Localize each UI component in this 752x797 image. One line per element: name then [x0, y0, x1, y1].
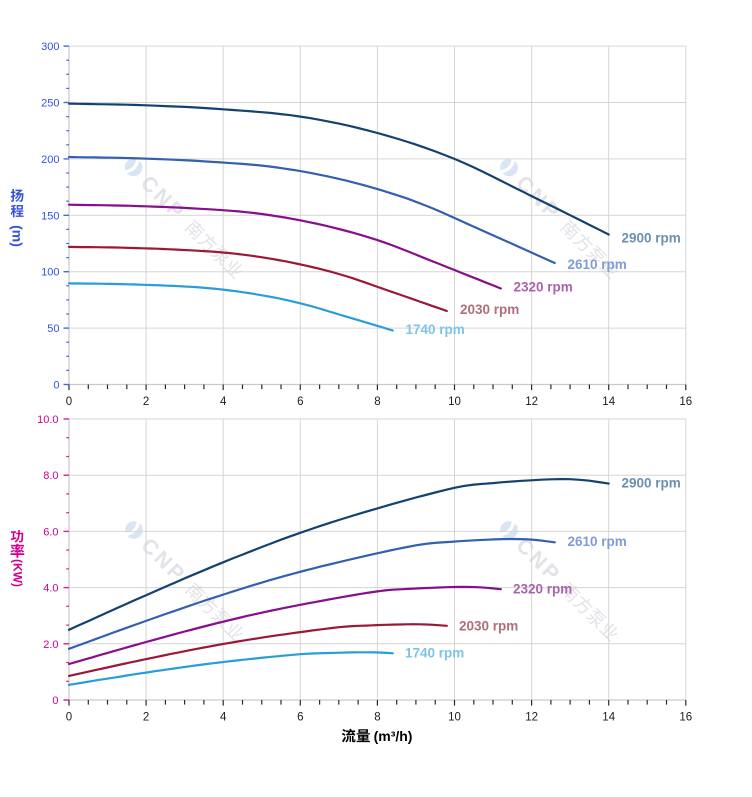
- svg-text:(KW): (KW): [11, 559, 25, 587]
- svg-text:0: 0: [52, 695, 58, 707]
- svg-text:2610 rpm: 2610 rpm: [568, 534, 627, 549]
- svg-text:10: 10: [448, 711, 461, 723]
- svg-text:200: 200: [41, 154, 59, 166]
- svg-text:16: 16: [679, 711, 692, 723]
- svg-text:100: 100: [41, 267, 59, 279]
- svg-text:10.0: 10.0: [37, 414, 58, 426]
- svg-text:4: 4: [220, 711, 227, 723]
- svg-text:300: 300: [41, 41, 59, 53]
- svg-text:12: 12: [525, 711, 538, 723]
- svg-text:50: 50: [47, 323, 59, 335]
- svg-text:2900 rpm: 2900 rpm: [622, 476, 681, 491]
- svg-text:14: 14: [602, 396, 615, 408]
- svg-text:2: 2: [143, 396, 149, 408]
- svg-text:8: 8: [374, 396, 380, 408]
- svg-text:4.0: 4.0: [43, 583, 58, 595]
- svg-text:1740 rpm: 1740 rpm: [405, 645, 464, 660]
- svg-text:(m³/h): (m³/h): [374, 728, 413, 744]
- svg-text:150: 150: [41, 210, 59, 222]
- svg-text:2900 rpm: 2900 rpm: [622, 230, 681, 245]
- svg-text:2610 rpm: 2610 rpm: [568, 257, 627, 272]
- svg-text:6: 6: [297, 711, 303, 723]
- svg-text:(m): (m): [10, 225, 26, 247]
- svg-text:14: 14: [602, 711, 615, 723]
- svg-text:0: 0: [66, 711, 72, 723]
- svg-text:1740 rpm: 1740 rpm: [406, 322, 465, 337]
- svg-text:2320 rpm: 2320 rpm: [513, 581, 572, 596]
- svg-text:8.0: 8.0: [43, 470, 58, 482]
- svg-text:2.0: 2.0: [43, 639, 58, 651]
- svg-text:250: 250: [41, 98, 59, 110]
- svg-text:2320 rpm: 2320 rpm: [514, 280, 573, 295]
- svg-text:8: 8: [374, 711, 380, 723]
- svg-text:2: 2: [143, 711, 149, 723]
- svg-text:6: 6: [297, 396, 303, 408]
- svg-text:2030 rpm: 2030 rpm: [460, 302, 519, 317]
- svg-text:4: 4: [220, 396, 227, 408]
- svg-text:12: 12: [525, 396, 538, 408]
- svg-text:6.0: 6.0: [43, 526, 58, 538]
- svg-text:16: 16: [679, 396, 692, 408]
- svg-text:10: 10: [448, 396, 461, 408]
- svg-text:2030 rpm: 2030 rpm: [459, 618, 518, 633]
- svg-text:0: 0: [53, 380, 59, 392]
- svg-text:0: 0: [66, 396, 72, 408]
